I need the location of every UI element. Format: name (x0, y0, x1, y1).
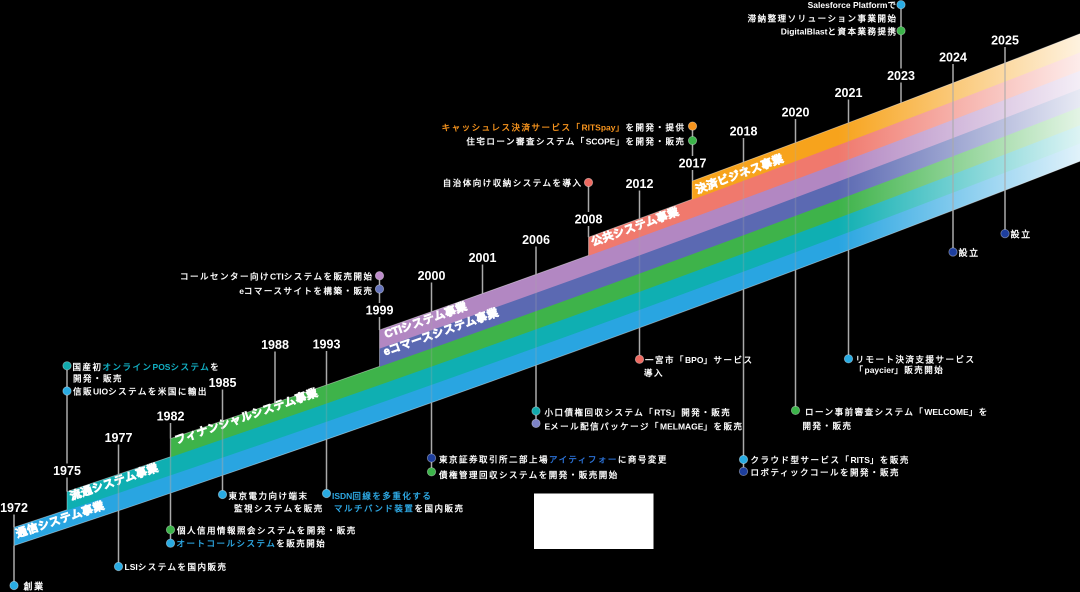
svg-text:1977: 1977 (105, 431, 133, 445)
svg-text:ローン事前審査システム「WELCOME」を: ローン事前審査システム「WELCOME」を (805, 407, 989, 417)
svg-text:2012: 2012 (626, 177, 654, 191)
svg-text:「paycier」販売開始: 「paycier」販売開始 (855, 365, 945, 375)
svg-text:自治体向け収納システムを導入: 自治体向け収納システムを導入 (443, 178, 583, 188)
svg-text:一宮市「BPO」サービス: 一宮市「BPO」サービス (645, 355, 753, 365)
svg-text:1988: 1988 (261, 338, 289, 352)
svg-text:2017: 2017 (679, 157, 707, 171)
svg-text:1985: 1985 (209, 376, 237, 390)
svg-text:1975: 1975 (53, 464, 81, 478)
svg-text:東京証券取引所二部上場アイティフォーに商号変更: 東京証券取引所二部上場アイティフォーに商号変更 (439, 455, 668, 465)
svg-text:開発・販売: 開発・販売 (73, 374, 123, 384)
svg-text:ロボティックコールを開発・販売: ロボティックコールを開発・販売 (751, 468, 901, 478)
svg-text:設立: 設立 (1011, 229, 1032, 240)
svg-text:開発・販売: 開発・販売 (803, 421, 853, 431)
svg-text:eコマースサイトを構築・販売: eコマースサイトを構築・販売 (239, 286, 373, 296)
svg-text:滞納整理ソリューション事業開始: 滞納整理ソリューション事業開始 (748, 14, 898, 24)
svg-text:DigitalBlastと資本業務提携: DigitalBlastと資本業務提携 (781, 27, 898, 37)
svg-text:小口債権回収システム「RTS」開発・販売: 小口債権回収システム「RTS」開発・販売 (544, 407, 732, 417)
svg-text:創業: 創業 (23, 581, 45, 592)
svg-text:マルチバンド装置を国内販売: マルチバンド装置を国内販売 (334, 504, 464, 514)
svg-text:2008: 2008 (575, 213, 603, 227)
svg-text:リモート決済支援サービス: リモート決済支援サービス (856, 355, 976, 365)
svg-text:オートコールシステムを販売開始: オートコールシステムを販売開始 (177, 539, 327, 549)
svg-text:国産初オンラインPOSシステムを: 国産初オンラインPOSシステムを (73, 362, 221, 372)
svg-text:キャッシュレス決済サービス「RITSpay」を開発・提供: キャッシュレス決済サービス「RITSpay」を開発・提供 (442, 123, 686, 133)
svg-text:2024: 2024 (939, 51, 967, 65)
svg-text:ISDN回線を多重化する: ISDN回線を多重化する (332, 491, 432, 501)
svg-text:2023: 2023 (887, 69, 915, 83)
svg-text:1993: 1993 (313, 338, 341, 352)
svg-text:2025: 2025 (991, 34, 1019, 48)
svg-text:個人信用情報照会システムを開発・販売: 個人信用情報照会システムを開発・販売 (176, 526, 357, 536)
svg-text:LSIシステムを国内販売: LSIシステムを国内販売 (125, 562, 228, 572)
svg-text:1982: 1982 (157, 410, 185, 424)
svg-text:債権管理回収システムを開発・販売開始: 債権管理回収システムを開発・販売開始 (438, 470, 619, 480)
svg-text:2021: 2021 (835, 86, 863, 100)
svg-text:2001: 2001 (469, 251, 497, 265)
svg-text:2020: 2020 (782, 106, 810, 120)
svg-text:クラウド型サービス「RITS」を販売: クラウド型サービス「RITS」を販売 (751, 455, 910, 465)
svg-text:東京電力向け端末: 東京電力向け端末 (229, 491, 309, 501)
svg-text:設立: 設立 (959, 247, 980, 258)
svg-text:1972: 1972 (0, 501, 28, 515)
svg-text:2000: 2000 (418, 269, 446, 283)
svg-text:2018: 2018 (730, 125, 758, 139)
svg-text:2006: 2006 (522, 233, 550, 247)
svg-text:コールセンター向けCTIシステムを販売開始: コールセンター向けCTIシステムを販売開始 (180, 272, 373, 282)
svg-text:監視システムを販売: 監視システムを販売 (234, 504, 324, 514)
svg-text:導入: 導入 (644, 368, 664, 378)
svg-text:信販UIOシステムを米国に輸出: 信販UIOシステムを米国に輸出 (73, 387, 208, 397)
svg-text:1999: 1999 (366, 304, 394, 318)
svg-text:住宅ローン審査システム「SCOPE」を開発・販売: 住宅ローン審査システム「SCOPE」を開発・販売 (466, 137, 685, 147)
svg-text:Eメール配信パッケージ「MELMAGE」を販売: Eメール配信パッケージ「MELMAGE」を販売 (545, 421, 744, 431)
svg-text:Salesforce Platformで: Salesforce Platformで (808, 0, 898, 10)
